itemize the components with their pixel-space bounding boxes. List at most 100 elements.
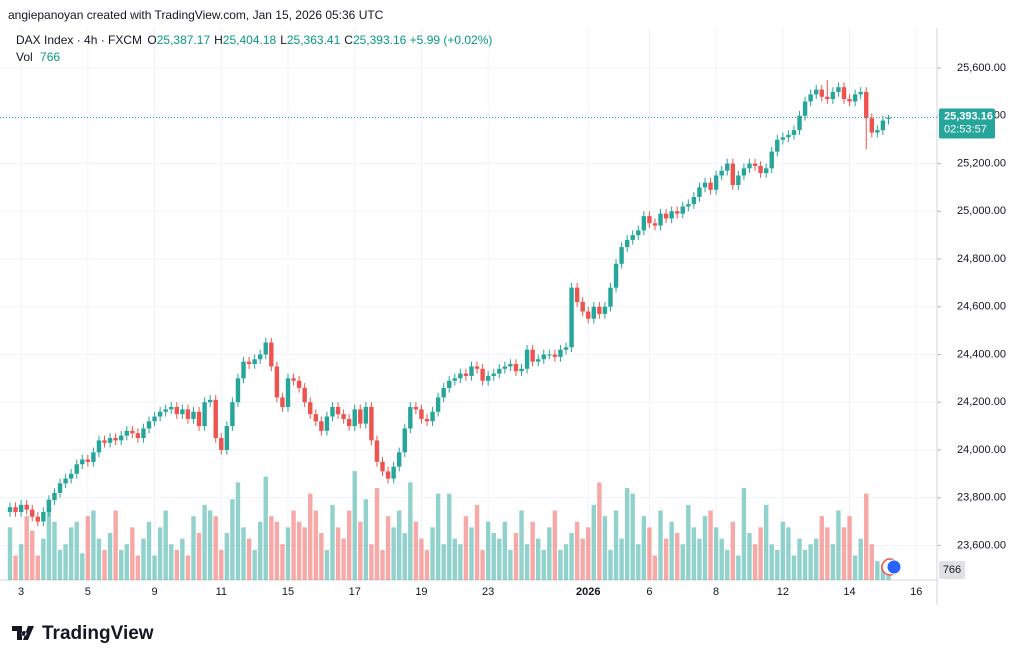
ohlc-value: 25,363.41: [286, 33, 341, 47]
candle-body: [374, 440, 380, 462]
vol-key: Vol: [16, 50, 33, 64]
volume-bar: [736, 555, 741, 580]
volume-bar: [146, 521, 152, 580]
ohlc-value: 25,387.17: [156, 33, 211, 47]
candle-body: [569, 287, 574, 348]
volume-bar: [119, 549, 124, 580]
candle-body: [869, 118, 874, 133]
candle-body: [597, 306, 602, 314]
candle-body: [91, 452, 96, 462]
candle-body: [586, 311, 591, 319]
volume-bar: [235, 482, 241, 580]
candle-body: [419, 409, 424, 419]
volume-bar: [697, 538, 702, 580]
candle-body: [196, 411, 202, 427]
candle-body: [880, 120, 886, 131]
volume-bar: [447, 493, 452, 580]
volume-bar: [213, 516, 218, 580]
price-badge-label: 25,393.16: [944, 110, 993, 122]
volume-bar: [580, 538, 585, 580]
y-tick-label: 24,000.00: [957, 444, 1006, 456]
candle-body: [408, 406, 413, 429]
volume-bar: [780, 521, 786, 580]
volume-bar: [152, 555, 157, 580]
candle-body: [191, 411, 196, 419]
volume-bar: [57, 549, 63, 580]
volume-bar: [702, 516, 708, 580]
change: +5.99 (+0.02%): [409, 33, 493, 47]
y-tick-label: 23,800.00: [957, 492, 1006, 504]
volume-bar: [180, 538, 185, 580]
volume-bar: [875, 561, 880, 580]
candle-body: [30, 509, 35, 517]
candle-body: [447, 380, 452, 388]
volume-bar: [296, 521, 302, 580]
volume-bar: [124, 544, 129, 580]
volume-bar: [408, 482, 413, 580]
volume-bar: [474, 504, 480, 580]
candle-body: [219, 438, 224, 450]
volume-bar: [608, 549, 613, 580]
volume-bar: [85, 516, 91, 580]
volume-bar: [519, 510, 524, 580]
volume-bar: [13, 555, 18, 580]
ohlc-key: C: [344, 33, 353, 47]
candle-body: [814, 89, 819, 95]
candle-body: [346, 418, 352, 427]
volume-bar: [113, 510, 118, 580]
volume-bar: [96, 538, 102, 580]
volume-bar: [713, 527, 719, 580]
icon-dot: [886, 559, 902, 575]
candle-body: [391, 466, 396, 479]
volume-bar: [68, 527, 74, 580]
volume-bar: [624, 488, 630, 580]
x-tick-label: 11: [216, 586, 227, 598]
volume-bar: [786, 527, 791, 580]
candle-body: [441, 387, 446, 398]
volume-bar: [341, 538, 346, 580]
volume-bar: [814, 538, 819, 580]
volume-bar: [480, 549, 485, 580]
volume-bar: [269, 516, 274, 580]
volume-bar: [224, 533, 230, 580]
volume-bar: [419, 538, 424, 580]
candle-body: [152, 416, 157, 422]
credit: angiepanoyan created with TradingView.co…: [8, 8, 384, 22]
volume-bar: [157, 527, 163, 580]
volume-bar: [18, 544, 24, 580]
volume-bar: [35, 555, 40, 580]
volume-bar: [675, 533, 680, 580]
volume-bar: [769, 544, 774, 580]
y-tick-label: 24,200.00: [957, 396, 1006, 408]
candle-body: [7, 507, 13, 512]
candle-body: [797, 115, 802, 131]
volume-bar: [308, 493, 313, 580]
y-tick-label: 24,400.00: [957, 348, 1006, 360]
candle-body: [652, 223, 658, 226]
candle-body: [135, 433, 141, 439]
volume-legend: Vol 766: [16, 50, 60, 64]
candle-body: [474, 366, 480, 369]
candle-body: [202, 402, 207, 427]
volume-bar: [852, 555, 858, 580]
candle-body: [602, 306, 608, 314]
candle-body: [608, 287, 613, 307]
volume-bar: [802, 549, 808, 580]
candle-body: [352, 409, 357, 427]
volume-bar: [441, 544, 446, 580]
volume-bar: [613, 510, 619, 580]
candle-body: [285, 378, 291, 407]
volume-bar: [24, 516, 29, 580]
candle-body: [864, 91, 869, 119]
candle-body: [769, 151, 774, 169]
candle-body: [130, 430, 135, 434]
candle-body: [480, 368, 485, 381]
candle-body: [547, 354, 552, 356]
volume-bar: [252, 549, 257, 580]
y-tick-label: 24,800.00: [957, 253, 1006, 265]
volume-bar: [385, 516, 391, 580]
settings-icon[interactable]: [881, 558, 902, 576]
volume-bar: [63, 544, 68, 580]
volume-bar: [586, 527, 591, 580]
